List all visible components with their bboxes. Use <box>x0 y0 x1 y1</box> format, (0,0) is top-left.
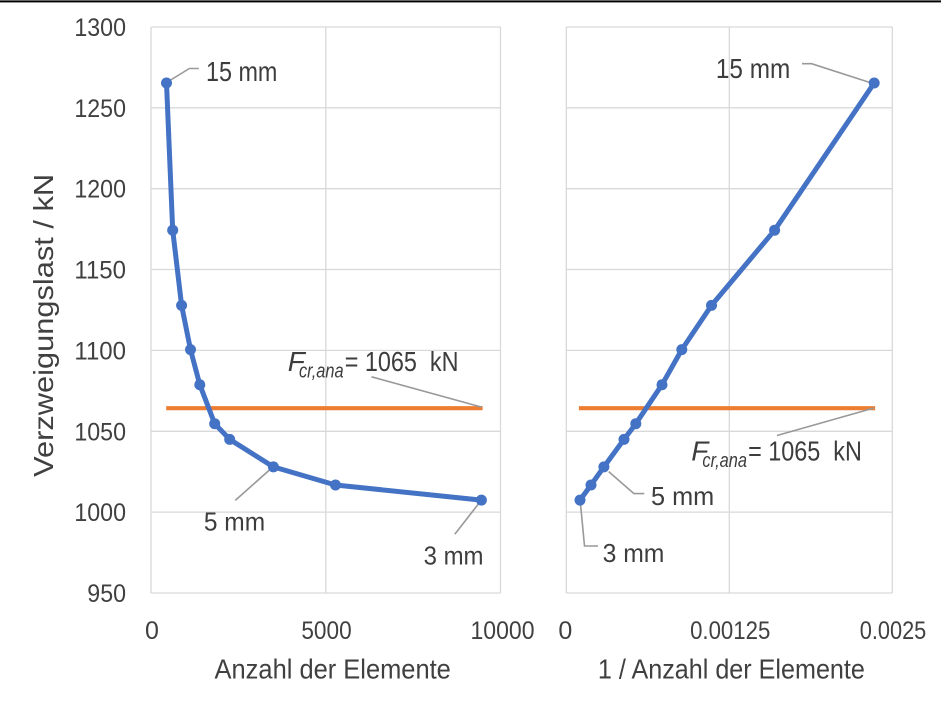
svg-text:1200: 1200 <box>74 176 126 204</box>
svg-text:Anzahl der Elemente: Anzahl der Elemente <box>215 654 451 685</box>
svg-text:0: 0 <box>558 617 572 645</box>
svg-text:15 mm: 15 mm <box>206 56 277 87</box>
svg-text:1100: 1100 <box>74 337 126 365</box>
svg-text:cr,ana: cr,ana <box>702 450 747 472</box>
svg-text:0.00125: 0.00125 <box>690 617 770 645</box>
svg-text:1300: 1300 <box>74 14 126 42</box>
svg-text:1250: 1250 <box>74 95 126 123</box>
svg-text:950: 950 <box>87 580 126 608</box>
svg-text:0.0025: 0.0025 <box>860 617 927 645</box>
svg-text:3 mm: 3 mm <box>603 538 665 568</box>
svg-text:= 1065 kN: = 1065 kN <box>345 346 459 377</box>
svg-text:10000: 10000 <box>471 617 535 645</box>
svg-text:15 mm: 15 mm <box>716 53 790 84</box>
svg-text:1150: 1150 <box>74 257 126 285</box>
svg-text:5000: 5000 <box>301 617 351 645</box>
svg-text:F: F <box>288 346 307 377</box>
svg-text:5 mm: 5 mm <box>651 481 714 511</box>
svg-text:F: F <box>691 436 710 467</box>
svg-text:1 / Anzahl der Elemente: 1 / Anzahl der Elemente <box>598 654 865 685</box>
svg-text:cr,ana: cr,ana <box>299 361 344 383</box>
svg-text:1050: 1050 <box>74 418 126 446</box>
svg-text:0: 0 <box>145 617 159 645</box>
svg-text:Verzweigungslast / kN: Verzweigungslast / kN <box>28 174 59 477</box>
svg-text:1000: 1000 <box>74 499 126 527</box>
svg-text:5 mm: 5 mm <box>204 506 265 536</box>
svg-text:3 mm: 3 mm <box>424 540 484 570</box>
svg-text:= 1065 kN: = 1065 kN <box>748 436 862 467</box>
